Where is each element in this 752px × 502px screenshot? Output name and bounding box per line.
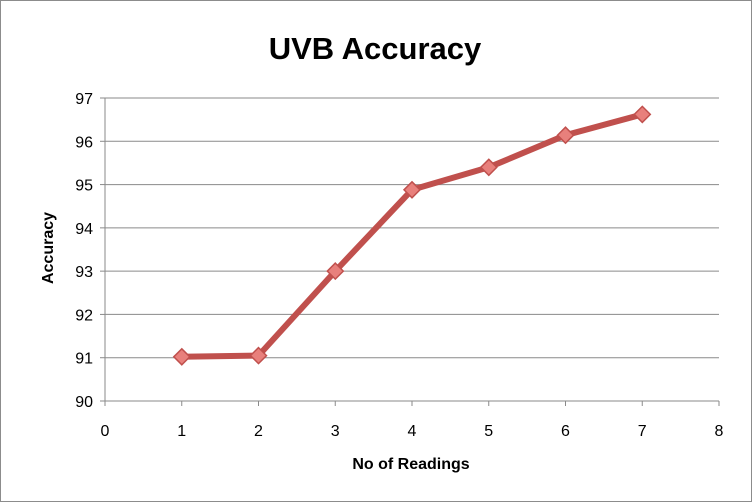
series-line xyxy=(178,111,646,360)
series-markers xyxy=(172,105,652,366)
x-tick-label-8: 8 xyxy=(715,423,724,440)
x-tick-label-6: 6 xyxy=(561,423,570,440)
data-point-6 xyxy=(556,126,575,145)
series-line-0 xyxy=(178,111,646,360)
x-axis-title: No of Readings xyxy=(352,456,469,473)
x-tick-label-4: 4 xyxy=(408,423,417,440)
y-tick-label-97: 97 xyxy=(75,91,93,108)
data-point-3 xyxy=(326,262,345,281)
x-tick-label-5: 5 xyxy=(484,423,493,440)
x-tick-label-0: 0 xyxy=(101,423,110,440)
axes xyxy=(100,97,720,406)
tick-labels: 90 91 92 93 94 95 96 97 0 1 2 3 4 5 6 7 8 xyxy=(75,91,723,440)
data-point-4 xyxy=(402,180,422,199)
y-tick-label-93: 93 xyxy=(75,264,93,281)
y-tick-label-90: 90 xyxy=(75,394,93,411)
data-point-5 xyxy=(479,158,498,177)
data-point-2 xyxy=(249,346,268,365)
y-axis-title: Accuracy xyxy=(40,212,57,284)
x-tick-label-7: 7 xyxy=(638,423,647,440)
chart-title: UVB Accuracy xyxy=(269,31,482,66)
y-tick-label-91: 91 xyxy=(75,351,93,368)
y-tick-label-95: 95 xyxy=(75,178,93,195)
data-point-1 xyxy=(172,347,191,366)
data-point-7 xyxy=(633,105,652,124)
gridlines xyxy=(105,97,719,359)
x-tick-label-3: 3 xyxy=(331,423,340,440)
y-tick-label-92: 92 xyxy=(75,307,93,324)
x-tick-label-1: 1 xyxy=(177,423,186,440)
x-tick-label-2: 2 xyxy=(254,423,263,440)
y-tick-label-94: 94 xyxy=(75,221,93,238)
y-tick-label-96: 96 xyxy=(75,134,93,151)
